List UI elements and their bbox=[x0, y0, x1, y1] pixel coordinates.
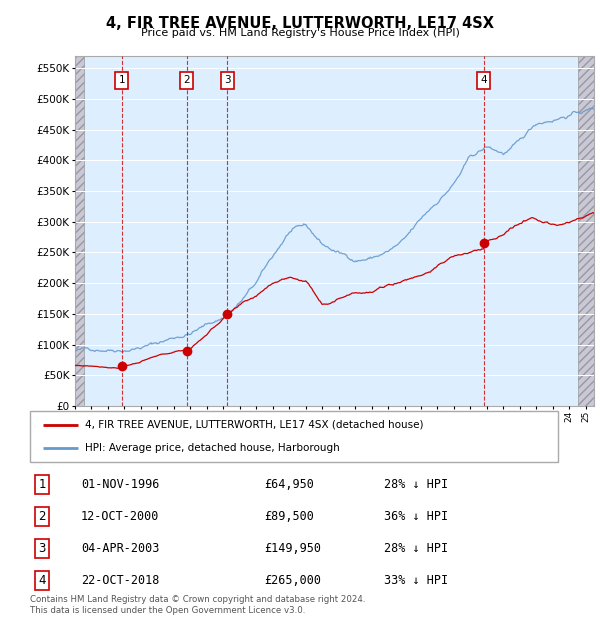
Text: £64,950: £64,950 bbox=[264, 478, 314, 490]
Text: 4, FIR TREE AVENUE, LUTTERWORTH, LE17 4SX: 4, FIR TREE AVENUE, LUTTERWORTH, LE17 4S… bbox=[106, 16, 494, 30]
Text: 12-OCT-2000: 12-OCT-2000 bbox=[81, 510, 160, 523]
Text: 1: 1 bbox=[38, 478, 46, 490]
Bar bbox=[75, 56, 84, 406]
Text: 4: 4 bbox=[481, 76, 487, 86]
Text: Contains HM Land Registry data © Crown copyright and database right 2024.
This d: Contains HM Land Registry data © Crown c… bbox=[30, 595, 365, 614]
Text: 3: 3 bbox=[224, 76, 231, 86]
Text: 22-OCT-2018: 22-OCT-2018 bbox=[81, 575, 160, 587]
Bar bbox=[578, 56, 594, 406]
Text: 01-NOV-1996: 01-NOV-1996 bbox=[81, 478, 160, 490]
Text: £89,500: £89,500 bbox=[264, 510, 314, 523]
Text: 4, FIR TREE AVENUE, LUTTERWORTH, LE17 4SX (detached house): 4, FIR TREE AVENUE, LUTTERWORTH, LE17 4S… bbox=[85, 420, 424, 430]
Text: 2: 2 bbox=[184, 76, 190, 86]
Text: £265,000: £265,000 bbox=[264, 575, 321, 587]
Text: HPI: Average price, detached house, Harborough: HPI: Average price, detached house, Harb… bbox=[85, 443, 340, 453]
Text: 04-APR-2003: 04-APR-2003 bbox=[81, 542, 160, 555]
Text: Price paid vs. HM Land Registry's House Price Index (HPI): Price paid vs. HM Land Registry's House … bbox=[140, 28, 460, 38]
Text: 28% ↓ HPI: 28% ↓ HPI bbox=[384, 542, 448, 555]
Text: 3: 3 bbox=[38, 542, 46, 555]
FancyBboxPatch shape bbox=[30, 411, 558, 462]
Text: 33% ↓ HPI: 33% ↓ HPI bbox=[384, 575, 448, 587]
Text: 36% ↓ HPI: 36% ↓ HPI bbox=[384, 510, 448, 523]
Text: 28% ↓ HPI: 28% ↓ HPI bbox=[384, 478, 448, 490]
Text: 2: 2 bbox=[38, 510, 46, 523]
Text: £149,950: £149,950 bbox=[264, 542, 321, 555]
Text: 1: 1 bbox=[118, 76, 125, 86]
Text: 4: 4 bbox=[38, 575, 46, 587]
